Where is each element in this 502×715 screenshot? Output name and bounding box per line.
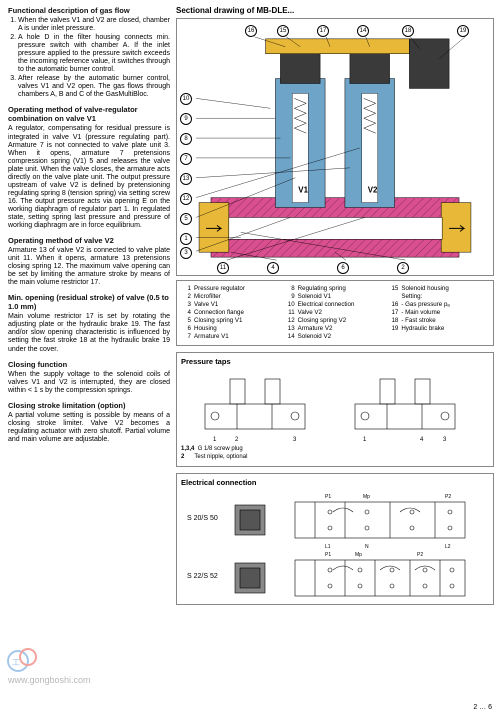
svg-text:1: 1 [213,437,217,443]
closing-para: When the supply voltage to the solenoid … [8,371,170,395]
callout-16: 16 [245,25,257,37]
callout-17: 17 [317,25,329,37]
pressure-taps-title: Pressure taps [181,357,489,366]
callout-3: 3 [180,247,192,259]
v2-para: Armature 13 of valve V2 is connected to … [8,247,170,287]
callout-7: 7 [180,153,192,165]
callout-13: 13 [180,173,192,185]
min-open-heading: Min. opening (residual stroke) of valve … [8,293,170,311]
min-open-para: Main volume restrictor 17 is set by rota… [8,313,170,353]
svg-text:S 22/S 52: S 22/S 52 [187,573,218,580]
svg-text:Mp: Mp [363,494,370,500]
callout-4: 4 [267,262,279,274]
drawing-svg: V1 V2 [177,19,493,275]
electrical-diagram: S 20/S 50 P1 L1 Mp N P2 [181,490,489,600]
svg-text:N: N [365,544,369,550]
callout-12: 12 [180,193,192,205]
page-number: 2 … 6 [473,704,492,711]
callout-10: 10 [180,93,192,105]
callout-8: 8 [180,133,192,145]
list-item: A hole D in the filter housing connects … [18,34,170,74]
parts-legend: 1Pressure regulator8Regulating spring15S… [176,280,494,346]
svg-text:P2: P2 [445,494,451,500]
list-item: After release by the automatic burner co… [18,75,170,99]
closing-heading: Closing function [8,360,170,369]
taps-legend: 1,3,4 G 1/8 screw plug 2 Test nipple, op… [181,446,489,462]
v1-heading: Operating method of valve-regulator comb… [8,105,170,123]
svg-text:L1: L1 [325,544,331,550]
callout-1: 1 [180,233,192,245]
watermark-text: www.gongboshi.com [8,675,91,685]
callout-15: 15 [277,25,289,37]
callout-19: 19 [457,25,469,37]
gas-flow-list: When the valves V1 and V2 are closed, ch… [8,17,170,99]
svg-text:P2: P2 [417,552,423,558]
callout-11: 11 [217,262,229,274]
sectional-drawing: V1 V2 [176,18,494,276]
v2-heading: Operating method of valve V2 [8,236,170,245]
stroke-limit-para: A partial volume setting is possible by … [8,412,170,444]
gas-flow-heading: Functional description of gas flow [8,6,170,15]
callout-2: 2 [397,262,409,274]
svg-text:1: 1 [363,437,367,443]
svg-text:P1: P1 [325,494,331,500]
electrical-box: Electrical connection S 20/S 50 [176,473,494,605]
svg-text:V2: V2 [368,186,378,195]
callout-9: 9 [180,113,192,125]
svg-text:4: 4 [420,437,424,443]
svg-text:3: 3 [293,437,297,443]
callout-14: 14 [357,25,369,37]
watermark-logo: 工 [4,643,44,673]
svg-text:L2: L2 [445,544,451,550]
svg-text:3: 3 [443,437,447,443]
callout-18: 18 [402,25,414,37]
pressure-taps-box: Pressure taps 1 2 3 [176,352,494,467]
callout-6: 6 [337,262,349,274]
pressure-taps-diagram: 1 2 3 1 4 3 [181,369,489,444]
stroke-limit-heading: Closing stroke limitation (option) [8,401,170,410]
drawing-title: Sectional drawing of MB-DLE... [176,6,494,15]
svg-text:S 20/S 50: S 20/S 50 [187,515,218,522]
svg-text:2: 2 [235,437,239,443]
svg-text:P1: P1 [325,552,331,558]
svg-text:工: 工 [12,658,20,667]
svg-text:V1: V1 [298,186,308,195]
electrical-title: Electrical connection [181,478,489,487]
v1-para: A regulator, compensating for residual p… [8,125,170,230]
callout-5: 5 [180,213,192,225]
list-item: When the valves V1 and V2 are closed, ch… [18,17,170,33]
svg-text:Mp: Mp [355,552,362,558]
